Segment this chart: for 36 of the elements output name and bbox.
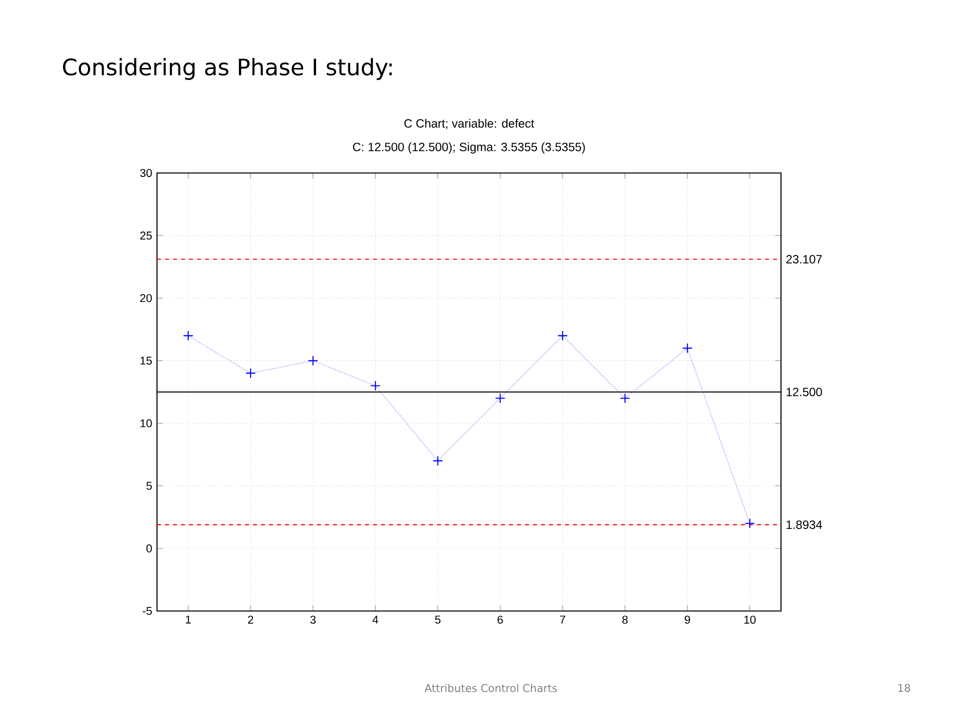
chart-title: Considering as Phase I study: (62, 58, 392, 80)
point (620, 393, 630, 404)
text: C: 12.500 (12.500); Sigma: 3.5355 (3.5355) (352, 142, 585, 154)
point (682, 342, 693, 354)
x-tick-label: 2 (248, 616, 254, 624)
y-tick-label: 0 (146, 544, 152, 552)
point (183, 330, 194, 341)
x-tick-label: 4 (372, 616, 378, 624)
text: 18 (898, 684, 910, 692)
x-tick-label: 3 (310, 616, 316, 624)
text: Attributes Control Charts (424, 684, 557, 692)
ref-line-label: 23.107 (786, 254, 822, 264)
x-tick-label: 8 (622, 616, 628, 624)
point (245, 368, 256, 378)
y-tick-label: 10 (140, 419, 152, 428)
ref-line-label: 1.8934 (786, 520, 822, 529)
chart-subtitle: C Chart; variable: defect (404, 118, 534, 130)
x-tick-label: 1 (186, 616, 191, 624)
y-tick-label: 5 (146, 482, 152, 490)
y-tick-label: 25 (140, 232, 152, 240)
point (495, 393, 506, 404)
x-tick-label: 6 (498, 616, 503, 624)
point (370, 380, 381, 391)
x-tick-label: 9 (684, 616, 690, 624)
x-tick-label: 5 (435, 616, 440, 624)
y-tick-label: 30 (140, 168, 152, 177)
y-tick-label: -5 (142, 607, 152, 615)
x-tick-label: 10 (744, 616, 756, 624)
point (308, 355, 318, 366)
point (557, 330, 568, 341)
point (432, 456, 444, 466)
x-tick-label: 7 (560, 616, 566, 624)
y-tick-label: 20 (140, 294, 152, 302)
point (744, 518, 756, 529)
y-tick-label: 15 (140, 356, 152, 365)
ref-line-label: 12.500 (786, 388, 822, 396)
